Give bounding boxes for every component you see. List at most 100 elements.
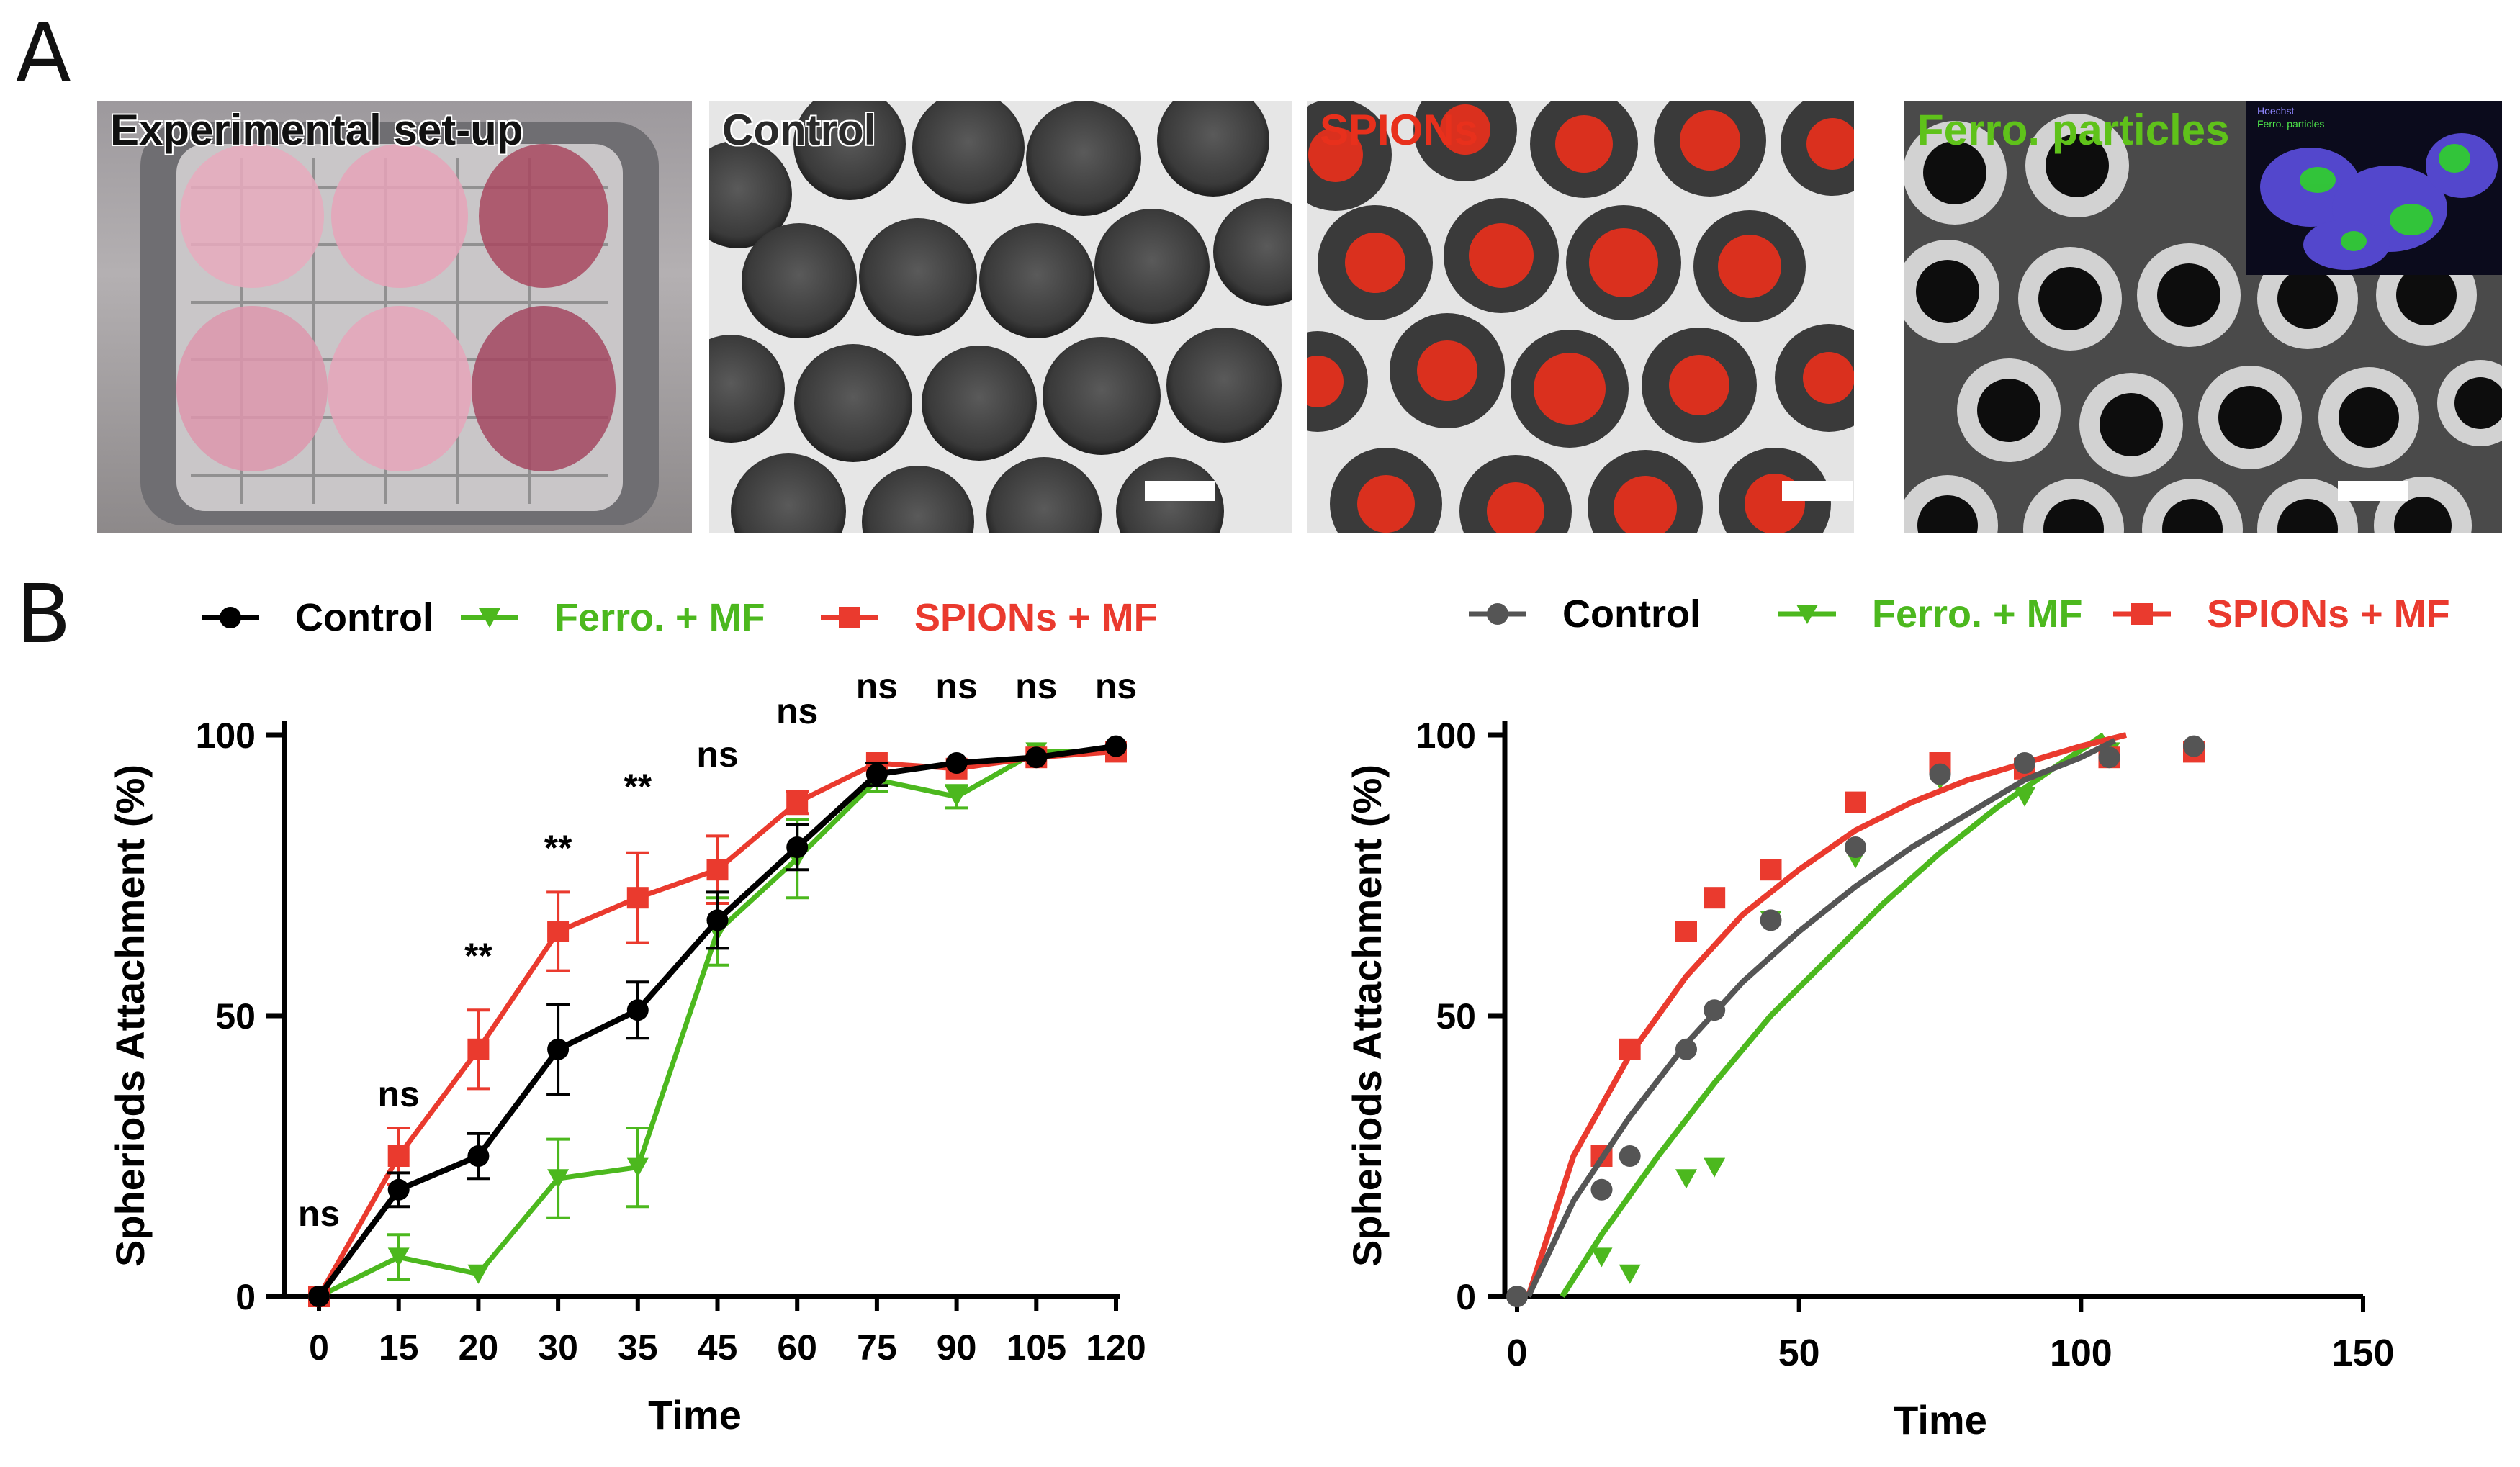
legend-label: Ferro. + MF xyxy=(1872,592,2083,636)
legend-item: Control xyxy=(1469,592,1701,636)
data-point xyxy=(387,1178,410,1201)
x-tick-label: 20 xyxy=(459,1327,499,1368)
time-course-chart: 0 50 100 0 15 20 30 35 45 60 75 90 105 120 Time Spherio… xyxy=(107,596,1158,1437)
legend-marker xyxy=(479,608,500,628)
scale-bar xyxy=(1145,481,1215,501)
significance-label: ns xyxy=(1095,666,1137,706)
spions-micrograph: SPIONs xyxy=(1307,101,1854,533)
data-point xyxy=(547,1169,570,1189)
control-micrograph: Control xyxy=(709,101,1292,533)
x-tick-label: 105 xyxy=(1007,1327,1066,1368)
data-point xyxy=(786,791,809,813)
data-point xyxy=(1619,1038,1641,1060)
y-tick-label: 0 xyxy=(235,1277,256,1317)
series-ferro-mf xyxy=(308,742,1127,1306)
significance-label: ns xyxy=(1015,666,1057,706)
panel-b-label: B xyxy=(16,568,71,662)
data-point xyxy=(865,763,888,785)
data-point xyxy=(1675,921,1697,942)
significance-label: ** xyxy=(544,828,572,868)
series-spions-mf xyxy=(308,741,1127,1307)
legend-label: Control xyxy=(295,596,433,639)
panel-a-label: A xyxy=(16,6,71,100)
x-tick-label: 45 xyxy=(698,1327,738,1368)
fit-curve xyxy=(1560,732,2105,1299)
fit-curve xyxy=(1526,738,2117,1298)
x-tick-label: 35 xyxy=(618,1327,658,1368)
data-point xyxy=(1675,1169,1697,1189)
series-line xyxy=(316,749,1117,1298)
fluorescence-inset: Hoechst Ferro. particles xyxy=(2246,101,2502,275)
data-point xyxy=(467,1145,490,1167)
spions-title: SPIONs xyxy=(1320,106,1479,154)
legend-item: SPIONs + MF xyxy=(821,596,1158,639)
well-plate-illustration xyxy=(140,122,659,525)
data-point xyxy=(2014,752,2035,774)
data-point xyxy=(945,752,968,774)
fitted-curve-chart: 0 50 100 0 50 100 150 Time Spheriods Attachment … xyxy=(1344,592,2450,1443)
significance-label: ns xyxy=(856,666,898,706)
legend-marker xyxy=(839,607,860,628)
x-tick-label: 100 xyxy=(2050,1332,2112,1374)
ferro-title: Ferro. particles xyxy=(1917,106,2230,154)
spions-spheroids xyxy=(1307,101,1854,533)
significance-label: ns xyxy=(378,1074,420,1114)
data-point xyxy=(467,1264,490,1284)
y-tick-label: 100 xyxy=(196,716,256,756)
data-point xyxy=(1760,909,1782,931)
data-point xyxy=(387,1145,410,1167)
setup-title: Experimental set-up xyxy=(110,106,523,154)
legend-marker xyxy=(2131,603,2153,625)
data-point xyxy=(706,859,729,881)
data-point xyxy=(1929,763,1951,785)
y-tick-label: 50 xyxy=(215,996,256,1037)
y-tick-label: 0 xyxy=(1456,1277,1476,1317)
data-point xyxy=(1704,887,1726,909)
inset-label-ferro: Ferro. particles xyxy=(2257,118,2325,130)
legend-label: Control xyxy=(1562,592,1701,636)
data-point xyxy=(2014,787,2035,807)
data-point xyxy=(1704,1157,1726,1178)
x-tick-label: 150 xyxy=(2332,1332,2395,1374)
series-control xyxy=(308,735,1127,1307)
data-point xyxy=(387,1247,410,1268)
x-tick-label: 15 xyxy=(379,1327,419,1368)
legend-marker xyxy=(1487,603,1508,625)
data-point xyxy=(626,887,649,909)
y-tick-label: 50 xyxy=(1436,996,1476,1037)
inset-label-hoechst: Hoechst xyxy=(2257,105,2295,117)
series-line xyxy=(316,743,1117,1299)
data-point xyxy=(547,921,570,942)
control-spheroids xyxy=(709,101,1292,533)
data-point xyxy=(2183,735,2205,757)
data-point xyxy=(308,1286,330,1307)
data-point xyxy=(945,787,968,807)
data-point xyxy=(1845,791,1866,813)
significance-label: ** xyxy=(464,936,492,976)
series-line xyxy=(318,749,1116,1299)
data-point xyxy=(1619,1264,1641,1284)
ferro-micrograph: Hoechst Ferro. particles Ferro. particle… xyxy=(1904,101,2502,533)
legend-marker xyxy=(1796,605,1818,624)
y-tick-label: 100 xyxy=(1416,716,1476,756)
legend-label: Ferro. + MF xyxy=(554,596,765,639)
x-tick-label: 50 xyxy=(1778,1332,1820,1374)
data-point xyxy=(1590,1178,1613,1201)
data-point xyxy=(1025,746,1048,769)
significance-label: ns xyxy=(696,734,738,775)
x-tick-label: 30 xyxy=(538,1327,578,1368)
x-tick-label: 0 xyxy=(1507,1332,1528,1374)
significance-label: ns xyxy=(935,666,977,706)
data-point xyxy=(1675,1038,1697,1060)
scale-bar xyxy=(1782,481,1853,501)
data-point xyxy=(1105,735,1127,757)
data-point xyxy=(1760,859,1782,881)
x-axis-title: Time xyxy=(1894,1397,1987,1443)
series-spions-mf xyxy=(1525,732,2205,1298)
data-point xyxy=(2098,746,2120,769)
legend-item: Ferro. + MF xyxy=(461,596,765,639)
x-tick-label: 0 xyxy=(309,1327,329,1368)
data-point xyxy=(467,1038,490,1060)
legend-label: SPIONs + MF xyxy=(2207,592,2450,636)
legend-item: Ferro. + MF xyxy=(1778,592,2083,636)
